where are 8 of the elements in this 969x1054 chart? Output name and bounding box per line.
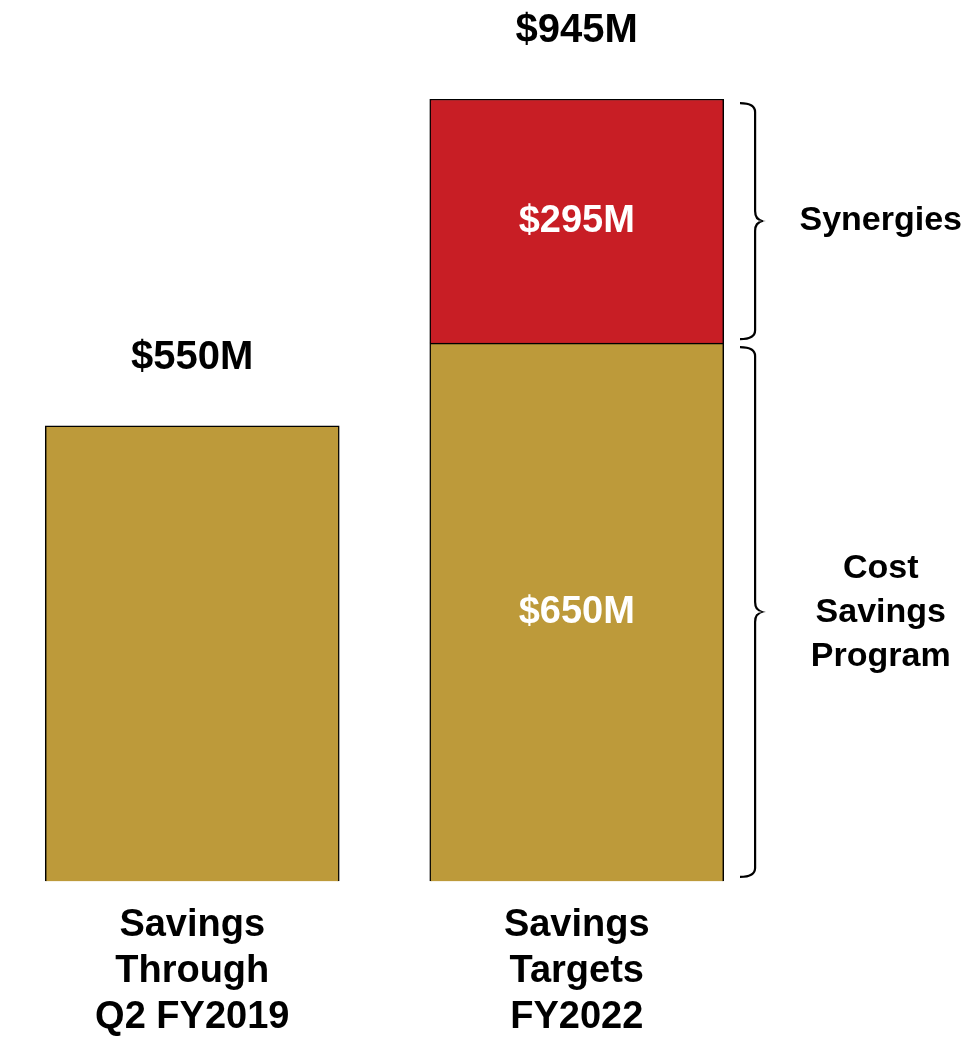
- text: Cost Savings Program: [810, 546, 951, 673]
- x-tick-label: Savings Targets FY2022: [503, 902, 650, 1036]
- x-tick-label: Savings Through Q2 FY2019: [95, 902, 290, 1036]
- data-label: $650M: [518, 588, 635, 631]
- total-label: $550M: [131, 332, 254, 377]
- data-label: $295M: [518, 197, 635, 240]
- text: Synergies: [799, 199, 963, 238]
- total-label: $945M: [515, 6, 638, 51]
